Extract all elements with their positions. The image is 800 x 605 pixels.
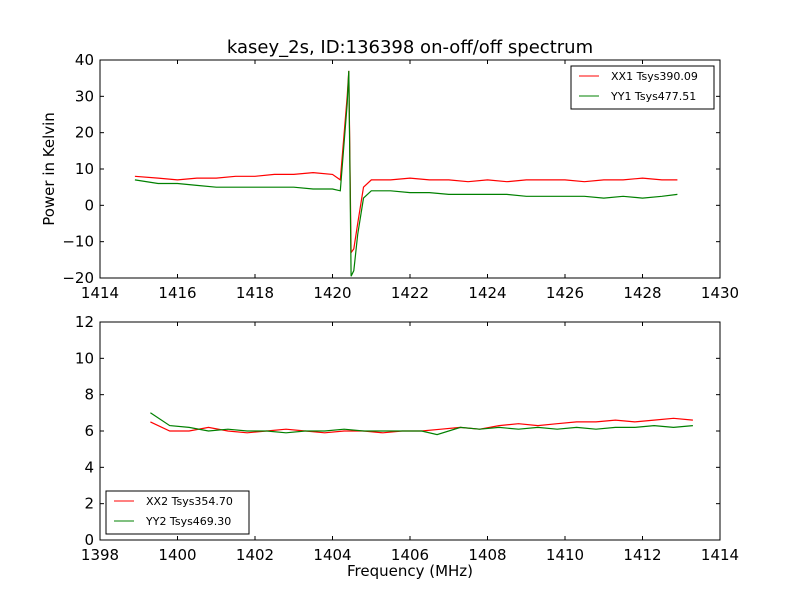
bottom-series-line-1 <box>150 412 693 436</box>
top-x-tick-label: 1426 <box>546 284 584 302</box>
bottom-x-tick-label: 1398 <box>81 546 119 564</box>
top-x-tick-label: 1428 <box>623 284 661 302</box>
top-legend-label-yy1: YY1 Tsys477.51 <box>610 90 696 103</box>
bottom-x-tick-label: 1404 <box>313 546 351 564</box>
bottom-x-tick-label: 1400 <box>158 546 196 564</box>
top-series-group <box>134 70 678 277</box>
bottom-legend-label-xx2: XX2 Tsys354.70 <box>146 495 233 508</box>
bottom-x-tick-label: 1406 <box>391 546 429 564</box>
bottom-y-tick-label: 6 <box>84 422 94 440</box>
top-x-tick-label: 1422 <box>391 284 429 302</box>
top-legend-box <box>570 65 715 110</box>
bottom-x-axis-label: Frequency (MHz) <box>347 562 473 580</box>
bottom-y-tick-label: 12 <box>75 313 94 331</box>
bottom-x-tick-label: 1414 <box>701 546 739 564</box>
top-x-tick-label: 1420 <box>313 284 351 302</box>
top-y-tick-label: 30 <box>75 87 94 105</box>
top-x-tick-label: 1424 <box>468 284 506 302</box>
top-x-tick-label: 1430 <box>701 284 739 302</box>
bottom-x-tick-label: 1410 <box>546 546 584 564</box>
top-x-tick-label: 1416 <box>158 284 196 302</box>
top-axis-ticks: 1414 1416 1418 1420 1422 1424 1426 1428 1430 40 30… <box>62 51 739 302</box>
chart-title: kasey_2s, ID:136398 on-off/off spectrum <box>227 37 593 58</box>
top-legend: XX1 Tsys390.09 YY1 Tsys477.51 <box>570 65 715 110</box>
top-y-tick-label: 40 <box>75 51 94 69</box>
bottom-legend-label-yy2: YY2 Tsys469.30 <box>145 515 231 528</box>
bottom-y-tick-label: 8 <box>84 386 94 404</box>
top-y-tick-label: 0 <box>84 196 94 214</box>
bottom-legend: XX2 Tsys354.70 YY2 Tsys469.30 <box>105 490 250 535</box>
top-series-line-1 <box>134 70 678 277</box>
top-y-tick-label: 10 <box>75 160 94 178</box>
bottom-axis-ticks: 1398 1400 1402 1404 1406 1408 1410 1412 1414 12 10… <box>75 313 739 564</box>
bottom-y-tick-label: 4 <box>84 458 94 476</box>
bottom-x-tick-label: 1408 <box>468 546 506 564</box>
bottom-y-tick-label: 0 <box>84 531 94 549</box>
bottom-legend-box <box>105 490 250 535</box>
top-series-line-0 <box>134 70 678 255</box>
top-legend-label-xx1: XX1 Tsys390.09 <box>611 70 698 83</box>
top-y-tick-label: 20 <box>75 124 94 142</box>
top-x-tick-label: 1414 <box>81 284 119 302</box>
bottom-y-tick-label: 2 <box>84 495 94 513</box>
top-y-tick-label: −10 <box>62 233 94 251</box>
bottom-y-tick-label: 10 <box>75 349 94 367</box>
bottom-x-tick-label: 1412 <box>623 546 661 564</box>
top-y-tick-label: −20 <box>62 269 94 287</box>
top-y-axis-label: Power in Kelvin <box>40 112 58 226</box>
bottom-series-group <box>150 412 693 436</box>
bottom-x-tick-label: 1402 <box>236 546 274 564</box>
top-x-tick-label: 1418 <box>236 284 274 302</box>
